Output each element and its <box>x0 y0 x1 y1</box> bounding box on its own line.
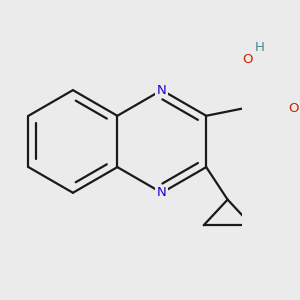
Text: N: N <box>157 84 167 97</box>
Text: N: N <box>157 186 167 199</box>
Text: O: O <box>242 53 253 66</box>
Text: H: H <box>255 41 265 54</box>
Text: O: O <box>288 102 299 116</box>
